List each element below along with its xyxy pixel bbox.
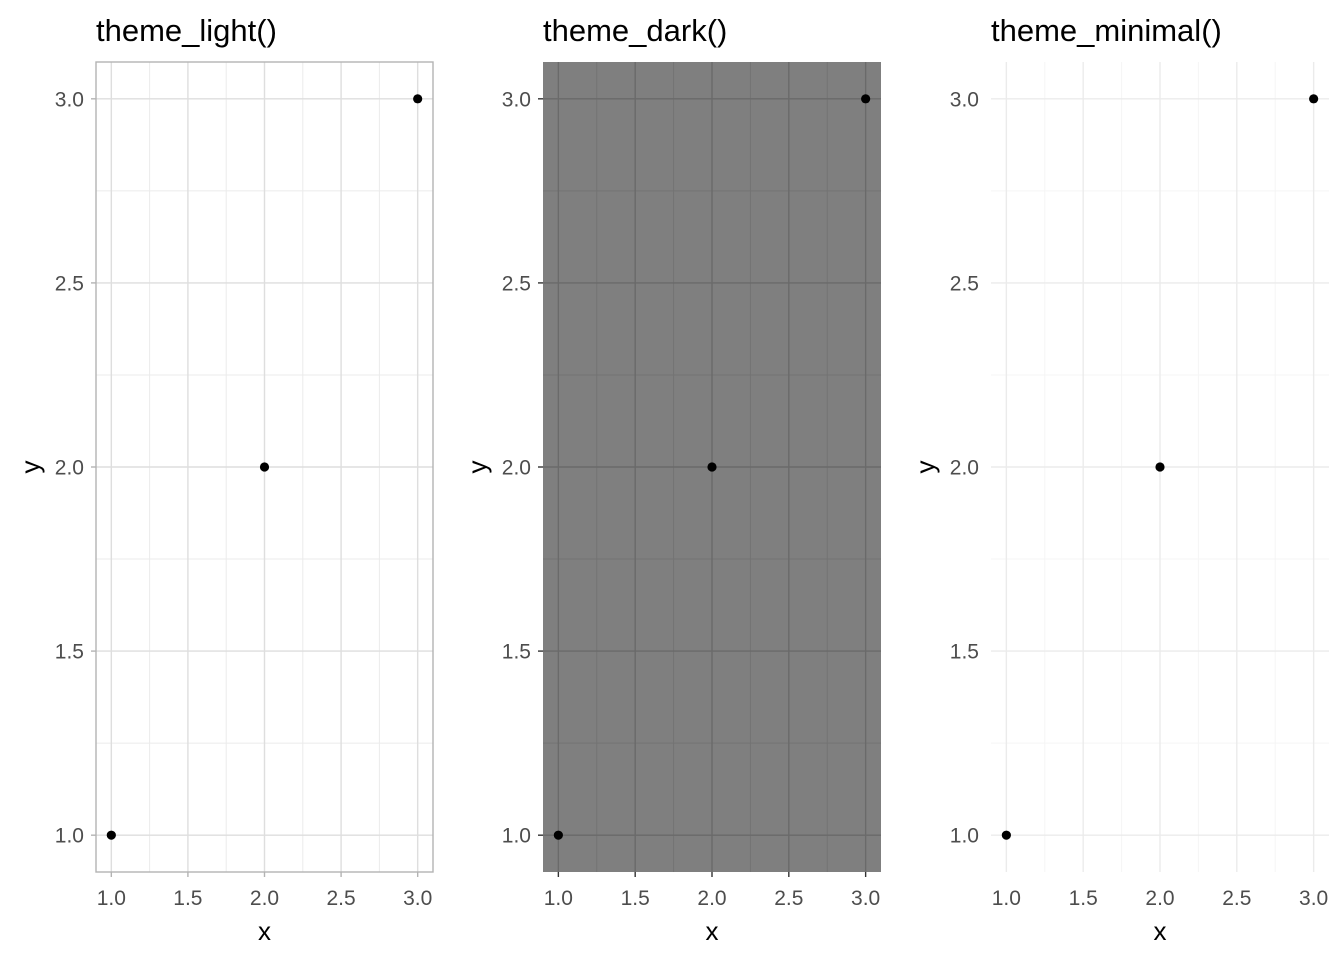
data-point [413,94,423,104]
x-tick-label: 2.5 [774,887,803,910]
y-tick-label: 2.5 [502,272,531,295]
y-tick-label: 2.0 [950,457,979,480]
y-axis-label: y [15,461,45,474]
y-tick-label: 2.5 [55,272,84,295]
x-tick-label: 1.0 [544,887,573,910]
y-tick-label: 1.5 [55,641,84,664]
y-tick-label: 3.0 [55,88,84,111]
x-tick-label: 1.0 [992,887,1021,910]
y-tick-label: 2.5 [950,272,979,295]
x-tick-label: 1.0 [97,887,126,910]
data-point [1309,94,1319,104]
data-point [553,830,563,840]
y-tick-label: 2.0 [502,457,531,480]
y-tick-label: 1.5 [950,641,979,664]
data-point [106,830,116,840]
x-tick-label: 2.0 [1145,887,1174,910]
chart-title: theme_light() [96,13,277,48]
x-tick-label: 2.5 [326,887,355,910]
y-tick-label: 1.5 [502,641,531,664]
x-tick-label: 3.0 [851,887,880,910]
x-axis-label: x [1154,916,1167,946]
chart-title: theme_dark() [543,13,727,48]
y-tick-label: 2.0 [55,457,84,480]
data-point [861,94,871,104]
x-tick-label: 2.0 [697,887,726,910]
y-tick-label: 1.0 [950,825,979,848]
y-tick-label: 1.0 [55,825,84,848]
y-axis-label: y [910,461,940,474]
y-tick-label: 3.0 [950,88,979,111]
x-tick-label: 3.0 [403,887,432,910]
y-tick-label: 1.0 [502,825,531,848]
data-point [1155,462,1165,472]
chart-title: theme_minimal() [991,13,1222,48]
x-tick-label: 1.5 [621,887,650,910]
data-point [259,462,270,472]
x-tick-label: 1.5 [173,887,202,910]
data-point [707,462,717,472]
x-tick-label: 3.0 [1299,887,1328,910]
x-tick-label: 2.0 [250,887,279,910]
x-axis-label: x [706,916,719,946]
data-point [1001,830,1011,840]
y-tick-label: 3.0 [502,88,531,111]
y-axis-label: y [462,461,492,474]
x-tick-label: 1.5 [1069,887,1098,910]
x-axis-label: x [258,916,271,946]
x-tick-label: 2.5 [1222,887,1251,910]
